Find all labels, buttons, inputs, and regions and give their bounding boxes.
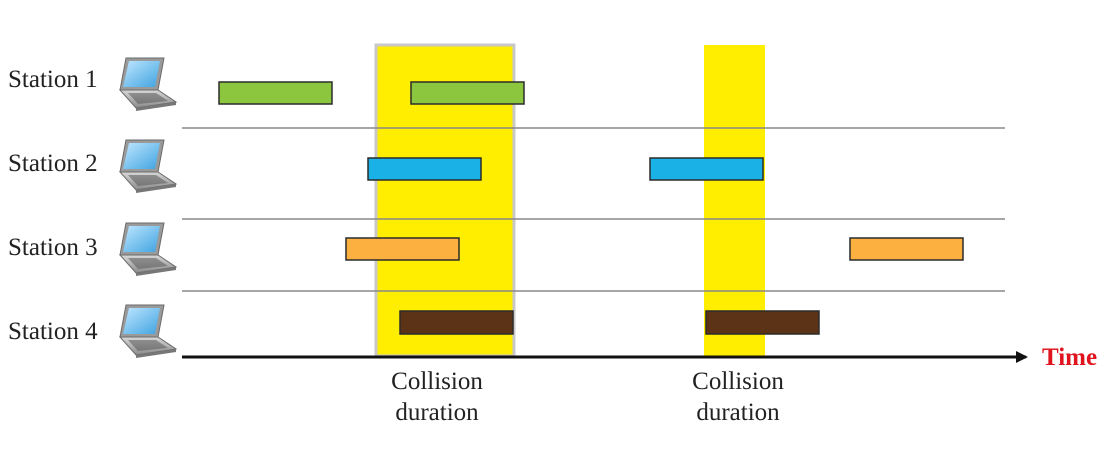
- laptop-icon: [119, 304, 177, 359]
- time-axis: Time: [182, 344, 1097, 371]
- frames: [218, 81, 964, 335]
- collision-2-caption-line1: Collision: [692, 368, 784, 395]
- frame-station-4: [705, 310, 820, 335]
- station-icons: [119, 57, 177, 359]
- station-1-label: Station 1: [8, 66, 98, 93]
- laptop-icon: [119, 139, 177, 194]
- station-4-label: Station 4: [8, 318, 98, 345]
- station-3-label: Station 3: [8, 234, 98, 261]
- frame-station-1: [218, 81, 333, 105]
- frame-station-2: [649, 157, 764, 181]
- time-axis-label: Time: [1042, 344, 1097, 371]
- frame-station-2: [367, 157, 482, 181]
- frame-station-3: [345, 237, 460, 261]
- row-separators: [182, 127, 1005, 292]
- laptop-icon: [119, 222, 177, 277]
- frame-station-1: [410, 81, 525, 105]
- frame-station-4: [399, 310, 514, 335]
- collision-captions: Collision duration Collision duration: [391, 368, 784, 426]
- collision-1-caption-line1: Collision: [391, 368, 483, 395]
- laptop-icon: [119, 57, 177, 112]
- station-labels: Station 1 Station 2 Station 3 Station 4: [8, 66, 98, 345]
- station-2-label: Station 2: [8, 150, 98, 177]
- collision-zone-2: [704, 45, 765, 356]
- collision-2-caption-line2: duration: [696, 399, 780, 426]
- collision-1-caption-line2: duration: [395, 399, 479, 426]
- frame-station-3: [849, 237, 964, 261]
